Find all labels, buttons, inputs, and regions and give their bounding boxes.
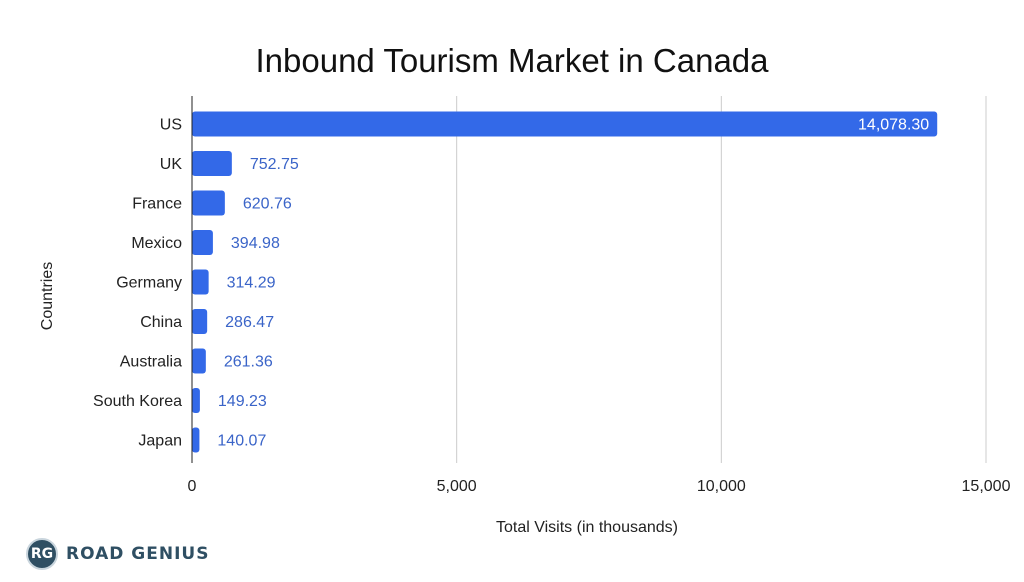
bar bbox=[192, 111, 938, 137]
x-tick-labels: 0 5,000 10,000 15,000 bbox=[188, 478, 1011, 495]
category-labels: US UK France Mexico Germany China Australia Sou… bbox=[93, 117, 182, 450]
gridlines bbox=[456, 96, 987, 463]
bar bbox=[192, 269, 209, 295]
bar bbox=[192, 151, 232, 176]
data-label: 314.29 bbox=[227, 275, 276, 292]
brand-badge-icon: RG bbox=[26, 538, 58, 570]
data-labels: 14,078.30 752.75 620.76 394.98 314.29 286.47 2… bbox=[217, 117, 929, 450]
brand-logo: RG ROAD GENIUS bbox=[26, 538, 209, 570]
category-label: Japan bbox=[138, 433, 182, 450]
x-tick-label: 15,000 bbox=[962, 478, 1011, 495]
chart-title: Inbound Tourism Market in Canada bbox=[255, 42, 769, 79]
x-tick-label: 10,000 bbox=[697, 478, 746, 495]
data-label: 261.36 bbox=[224, 354, 273, 371]
category-label: Australia bbox=[120, 354, 182, 371]
data-label: 140.07 bbox=[217, 433, 266, 450]
data-label: 752.75 bbox=[250, 156, 299, 173]
bar bbox=[192, 348, 206, 374]
category-label: China bbox=[140, 314, 182, 331]
data-label: 149.23 bbox=[218, 393, 267, 410]
data-label: 14,078.30 bbox=[858, 117, 929, 134]
x-tick-label: 5,000 bbox=[437, 478, 477, 495]
x-axis-title: Total Visits (in thousands) bbox=[496, 519, 678, 536]
data-label: 394.98 bbox=[231, 235, 280, 252]
category-label: Germany bbox=[116, 275, 182, 292]
bar bbox=[192, 427, 200, 453]
y-axis-title: Countries bbox=[39, 262, 56, 330]
category-label: US bbox=[160, 117, 182, 134]
category-label: Mexico bbox=[131, 235, 182, 252]
x-tick-label: 0 bbox=[188, 478, 197, 495]
bars bbox=[192, 111, 938, 453]
bar bbox=[192, 230, 213, 255]
category-label: UK bbox=[160, 156, 183, 173]
category-label: South Korea bbox=[93, 393, 182, 410]
data-label: 620.76 bbox=[243, 196, 292, 213]
brand-name: ROAD GENIUS bbox=[66, 544, 210, 564]
bar bbox=[192, 309, 208, 334]
category-label: France bbox=[132, 196, 182, 213]
bar bbox=[192, 388, 200, 413]
bar bbox=[192, 190, 225, 216]
data-label: 286.47 bbox=[225, 314, 274, 331]
